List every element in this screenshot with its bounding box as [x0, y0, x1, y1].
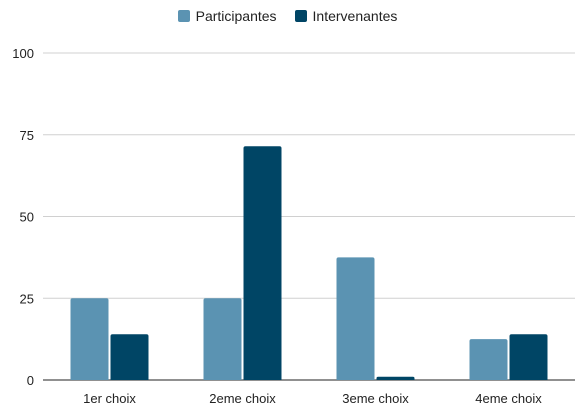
bar-intervenantes [509, 334, 548, 380]
legend-item-participantes[interactable]: Participantes [177, 8, 277, 24]
legend: Participantes Intervenantes [0, 8, 575, 24]
legend-label-intervenantes: Intervenantes [312, 8, 398, 24]
bar-participantes [336, 257, 375, 380]
legend-label-participantes: Participantes [195, 8, 277, 24]
x-tick-label: 3eme choix [342, 391, 409, 406]
bar-participantes [70, 298, 109, 380]
x-tick-label: 2eme choix [209, 391, 276, 406]
bar-intervenantes [243, 146, 282, 380]
bar-intervenantes [376, 376, 415, 380]
bar-participantes [203, 298, 242, 380]
y-tick-label: 0 [27, 373, 34, 388]
legend-item-intervenantes[interactable]: Intervenantes [294, 8, 398, 24]
x-tick-label: 4eme choix [475, 391, 542, 406]
legend-swatch-intervenantes [294, 10, 307, 22]
y-tick-label: 75 [20, 128, 34, 143]
y-tick-label: 100 [12, 46, 34, 61]
bar-participantes [469, 339, 508, 380]
y-tick-label: 25 [20, 291, 34, 306]
y-tick-label: 50 [20, 210, 34, 225]
bar-intervenantes [110, 334, 149, 380]
legend-swatch-participantes [177, 10, 190, 22]
x-tick-label: 1er choix [83, 391, 136, 406]
